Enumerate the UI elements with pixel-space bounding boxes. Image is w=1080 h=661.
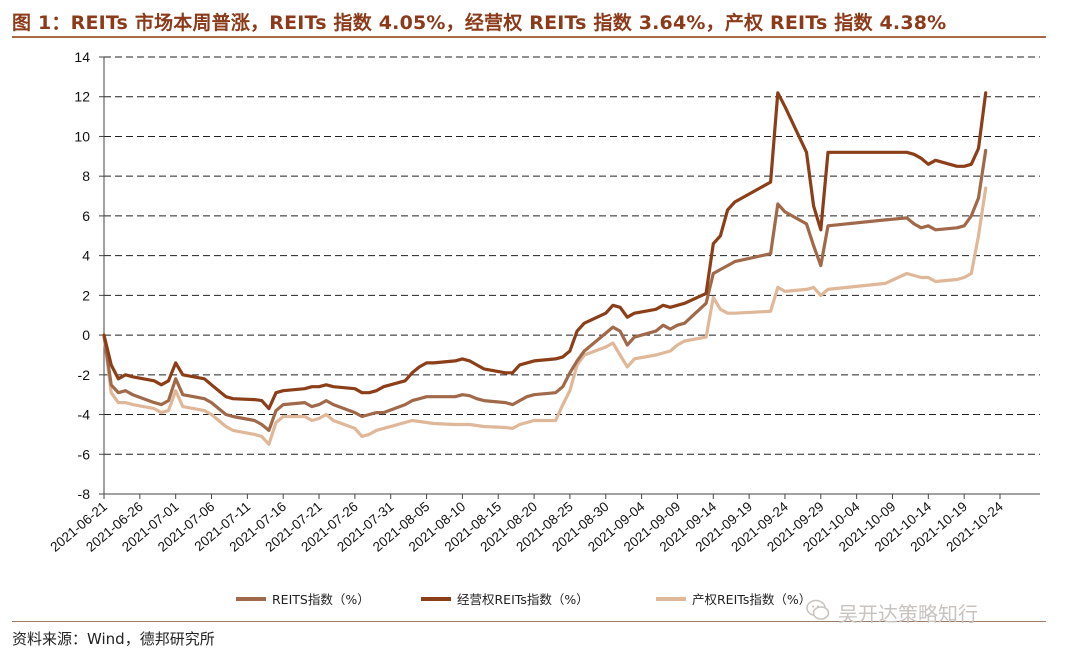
title-divider: [12, 36, 1046, 38]
legend-label-0: REITS指数（%）: [272, 592, 370, 607]
legend-label-2: 产权REITs指数（%）: [692, 592, 811, 607]
y-axis: -8 -6 -4 -2 0 2 4 6 8 10 12 14: [74, 49, 105, 502]
chart-title: 图 1：REITs 市场本周普涨，REITs 指数 4.05%，经营权 REIT…: [12, 12, 947, 34]
series-line-2: [102, 186, 988, 446]
y-tick-label: 10: [74, 128, 90, 144]
series-line-1: [102, 91, 988, 411]
y-tick-label: 14: [74, 49, 90, 65]
series-lines: [102, 91, 988, 446]
y-tick-label: 6: [82, 208, 90, 224]
y-tick-label: 4: [82, 248, 90, 264]
wechat-icon: [806, 599, 830, 620]
gridlines: [104, 56, 1040, 455]
y-tick-label: 12: [74, 89, 90, 105]
legend-label-1: 经营权REITs指数（%）: [457, 592, 589, 607]
x-axis: 2021-06-212021-06-262021-07-012021-07-06…: [47, 493, 1040, 555]
series-line-0: [102, 148, 988, 432]
y-tick-label: -4: [78, 407, 91, 423]
legend: REITS指数（%） 经营权REITs指数（%） 产权REITs指数（%）: [236, 592, 811, 607]
source-note: 资料来源：Wind，德邦研究所: [12, 630, 215, 648]
y-tick-label: 2: [82, 287, 90, 303]
watermark-text: 吴开达策略知行: [838, 602, 978, 626]
y-tick-label: 0: [82, 327, 90, 343]
y-tick-label: 8: [82, 168, 90, 184]
y-tick-label: -2: [78, 367, 91, 383]
y-tick-label: -8: [78, 486, 91, 502]
y-tick-label: -6: [78, 446, 91, 462]
source-divider: [12, 621, 1046, 622]
